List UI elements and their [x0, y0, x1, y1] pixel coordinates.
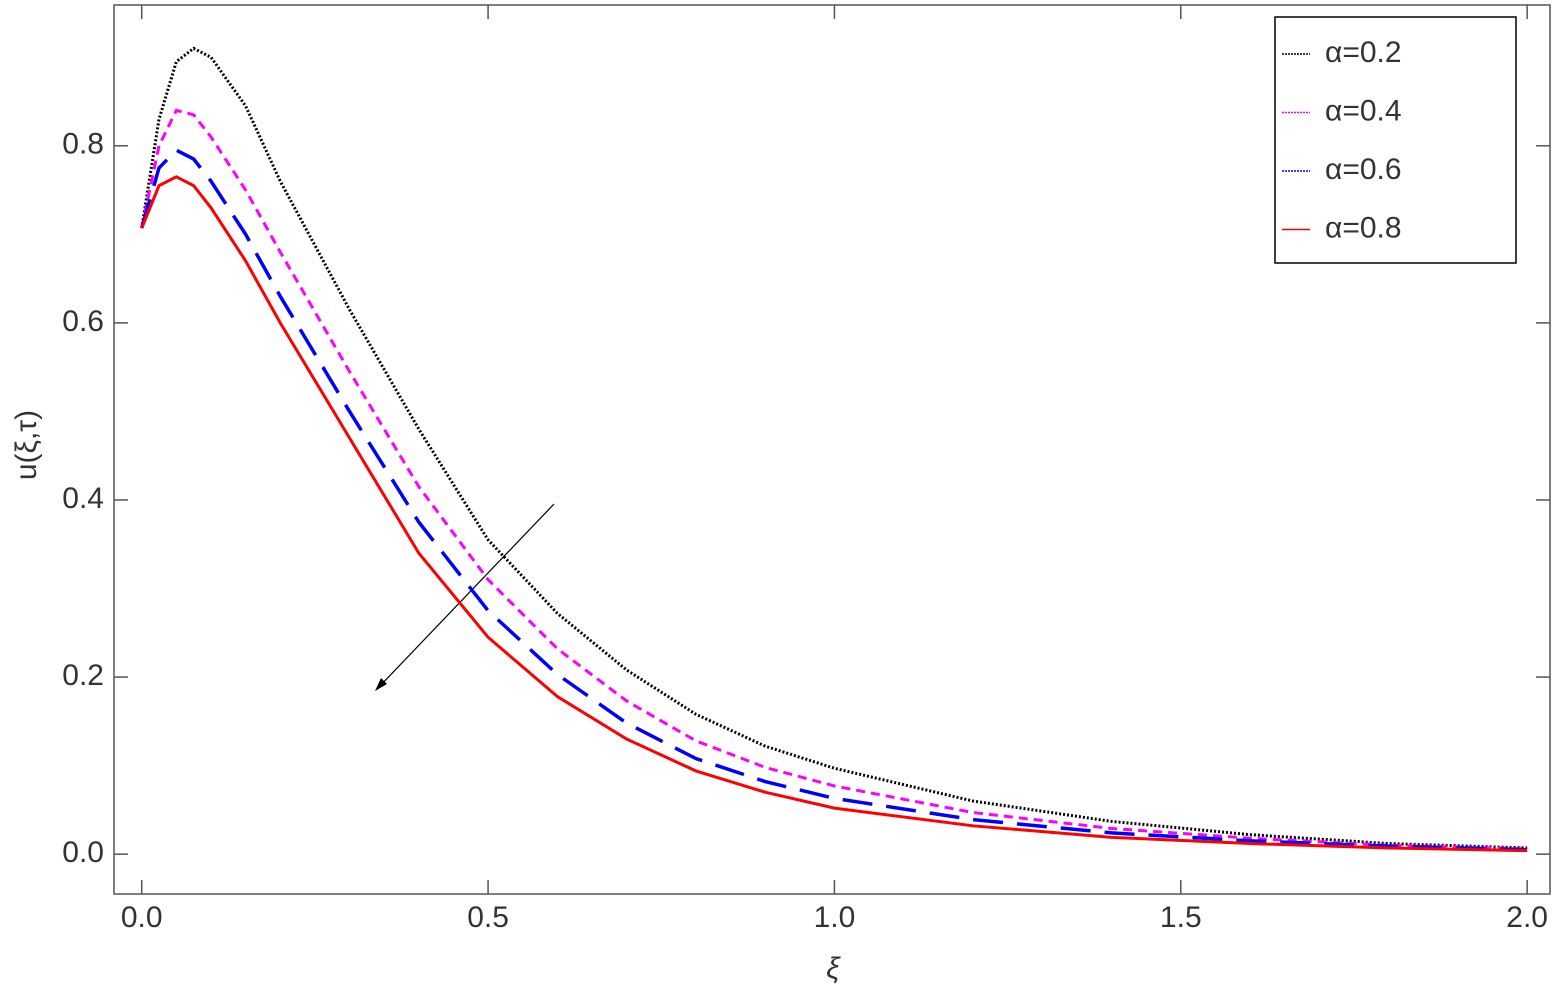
legend-label: α=0.4 — [1325, 94, 1402, 127]
y-tick-label: 0.2 — [62, 659, 104, 692]
x-tick-label: 1.0 — [814, 901, 856, 934]
legend-label: α=0.2 — [1325, 36, 1402, 69]
series-line — [140, 175, 1528, 853]
x-axis-label: ξ — [826, 952, 841, 985]
x-tick-label: 0.5 — [467, 901, 509, 934]
y-tick-label: 0.4 — [62, 482, 104, 515]
x-tick-label: 0.0 — [121, 901, 163, 934]
arrow — [375, 503, 555, 691]
y-tick-label: 0.8 — [62, 128, 104, 161]
x-tick-label: 2.0 — [1506, 901, 1548, 934]
legend-label: α=0.8 — [1325, 211, 1402, 244]
series-line — [140, 148, 1528, 852]
plot-frame — [113, 4, 1551, 895]
legend-label: α=0.6 — [1325, 153, 1402, 186]
x-tick-label: 1.5 — [1160, 901, 1202, 934]
y-axis-label: u(ξ,τ) — [10, 410, 43, 480]
legend-box — [1274, 16, 1517, 264]
y-tick-label: 0.6 — [62, 305, 104, 338]
y-tick-label: 0.0 — [62, 836, 104, 869]
legend: α=0.2 α=0.4 α=0.6 α=0.8 — [1274, 16, 1517, 264]
series-line — [140, 108, 1528, 851]
series-line — [140, 46, 1528, 850]
